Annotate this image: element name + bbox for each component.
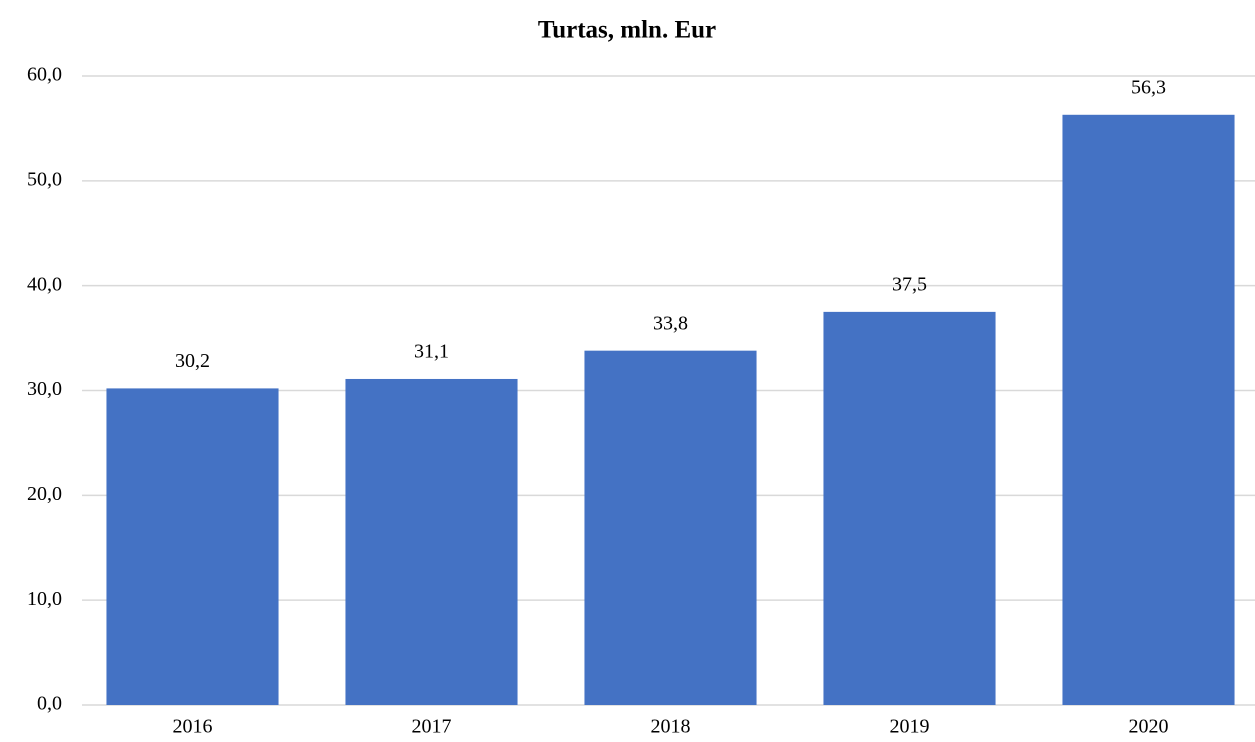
data-label: 56,3 [1131,76,1166,98]
x-tick-label: 2018 [651,716,691,738]
y-tick-label: 40,0 [27,273,62,295]
bar [1062,114,1235,705]
data-label: 31,1 [414,341,449,363]
x-tick-label: 2020 [1129,716,1169,738]
data-label: 33,8 [653,312,688,334]
x-tick-label: 2016 [173,716,213,738]
bar [106,388,279,705]
x-tick-label: 2019 [890,716,930,738]
y-tick-label: 0,0 [37,693,62,715]
bar [584,350,757,705]
x-tick-label: 2017 [412,716,452,738]
y-tick-label: 30,0 [27,378,62,400]
bar [823,311,996,705]
data-label: 30,2 [175,350,210,372]
data-label: 37,5 [892,273,927,295]
y-tick-label: 20,0 [27,483,62,505]
y-tick-label: 60,0 [27,64,62,86]
y-tick-label: 50,0 [27,168,62,190]
bar [345,378,518,705]
chart-title: Turtas, mln. Eur [538,17,716,44]
y-tick-label: 10,0 [27,588,62,610]
